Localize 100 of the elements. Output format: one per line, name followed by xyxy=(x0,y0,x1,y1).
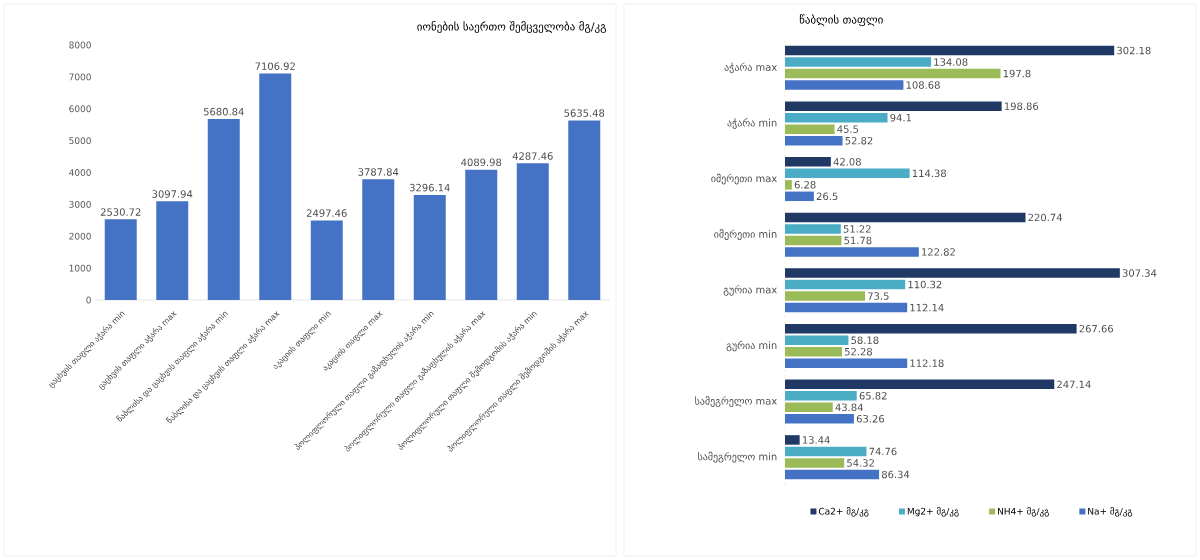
bar xyxy=(785,279,906,290)
bar xyxy=(785,235,842,246)
data-label: 94.1 xyxy=(890,113,911,122)
data-label: 45.5 xyxy=(837,125,859,133)
bar xyxy=(785,358,908,368)
data-label: 112.18 xyxy=(910,359,944,367)
legend-label: Ca2+ მგ/კგ xyxy=(818,506,869,517)
data-label: 5635.48 xyxy=(564,109,605,117)
y-tick-label: 7000 xyxy=(69,73,91,81)
bar xyxy=(785,112,888,123)
data-label: 52.82 xyxy=(845,136,873,145)
data-label: 112.14 xyxy=(910,303,944,312)
bar xyxy=(785,68,1001,79)
data-label: 63.26 xyxy=(856,415,885,423)
bar xyxy=(362,179,395,300)
bar xyxy=(785,379,1055,390)
y-tick-label: გურია min xyxy=(726,340,777,352)
bar xyxy=(785,45,1115,56)
y-tick-label: 4000 xyxy=(69,169,91,176)
y-tick-label: იმერეთი min xyxy=(714,229,777,241)
data-label: 5680.84 xyxy=(203,107,244,116)
chart-title: წაბლის თაფლი xyxy=(799,14,883,27)
y-tick-label: 0 xyxy=(86,296,91,304)
y-tick-label: 6000 xyxy=(69,105,91,113)
data-label: 74.76 xyxy=(869,447,897,456)
data-label: 51.22 xyxy=(843,225,871,233)
bar xyxy=(785,80,904,90)
bar xyxy=(785,469,880,480)
data-label: 134.08 xyxy=(934,58,968,66)
y-tick-label: 1000 xyxy=(69,264,91,272)
y-tick-label: გურია max xyxy=(723,284,777,296)
data-label: 198.86 xyxy=(1004,102,1039,110)
y-tick-label: აჭარა max xyxy=(724,62,777,74)
bar xyxy=(785,402,833,413)
y-tick-label: 3000 xyxy=(69,200,91,208)
bar xyxy=(785,391,857,401)
data-label: 267.66 xyxy=(1079,324,1114,333)
data-label: 110.32 xyxy=(908,280,942,289)
data-label: 43.84 xyxy=(835,403,863,412)
data-label: 2497.46 xyxy=(306,209,347,217)
y-tick-label: 2000 xyxy=(69,232,91,240)
data-label: 3296.14 xyxy=(409,183,450,192)
chart-title: იონების საერთო შემცველობა მგ/კგ xyxy=(417,21,607,33)
bar xyxy=(785,212,1026,223)
bar xyxy=(785,335,849,345)
data-label: 42.08 xyxy=(833,158,861,166)
bar xyxy=(785,157,831,167)
bar xyxy=(785,302,908,313)
legend-label: Mg2+ მგ/კგ xyxy=(907,506,959,517)
bar xyxy=(785,458,845,468)
data-label: 65.82 xyxy=(859,392,887,400)
data-label: 114.38 xyxy=(912,169,946,178)
bar xyxy=(516,163,549,300)
bar xyxy=(785,57,932,67)
y-tick-label: აჭარა min xyxy=(727,118,777,129)
y-tick-label: სამეგრელო max xyxy=(695,396,777,407)
bar xyxy=(310,220,343,300)
bar xyxy=(785,224,841,234)
bar xyxy=(785,247,919,257)
y-tick-label: იმერეთი max xyxy=(711,173,777,185)
bar xyxy=(785,446,867,457)
data-label: 73.5 xyxy=(868,292,889,300)
bar xyxy=(156,201,189,300)
bar xyxy=(785,101,1002,111)
bar xyxy=(785,268,1120,278)
data-label: 13.44 xyxy=(802,436,830,444)
data-label: 4287.46 xyxy=(512,152,553,160)
bar xyxy=(104,219,137,300)
data-label: 2530.72 xyxy=(100,208,141,216)
data-label: 247.14 xyxy=(1057,380,1091,389)
data-label: 197.8 xyxy=(1003,69,1031,78)
legend-label: Na+ მგ/კგ xyxy=(1088,506,1133,517)
data-label: 7106.92 xyxy=(255,62,295,70)
bar xyxy=(785,414,854,424)
data-label: 86.34 xyxy=(881,470,910,479)
bar xyxy=(568,120,601,300)
bar xyxy=(259,73,292,300)
data-label: 307.34 xyxy=(1122,269,1157,277)
bar xyxy=(207,118,240,300)
data-label: 52.28 xyxy=(844,347,872,356)
data-label: 54.32 xyxy=(847,459,874,467)
data-label: 108.68 xyxy=(906,81,940,89)
bar xyxy=(785,180,792,190)
data-label: 220.74 xyxy=(1028,213,1062,222)
data-label: 58.18 xyxy=(851,336,879,344)
bar xyxy=(465,169,498,300)
bar xyxy=(785,135,843,146)
data-label: 51.78 xyxy=(844,236,872,245)
data-label: 4089.98 xyxy=(461,158,502,167)
bar xyxy=(413,194,446,300)
bar xyxy=(785,346,842,357)
data-label: 3787.84 xyxy=(358,168,399,176)
data-label: 3097.94 xyxy=(152,190,193,198)
y-tick-label: 5000 xyxy=(69,137,91,145)
data-label: 26.5 xyxy=(816,192,838,201)
data-label: 6.28 xyxy=(794,181,816,189)
bar xyxy=(785,168,910,179)
bar xyxy=(785,124,835,134)
legend-label: NH4+ მგ/კგ xyxy=(997,506,1049,517)
y-tick-label: 8000 xyxy=(69,41,91,49)
